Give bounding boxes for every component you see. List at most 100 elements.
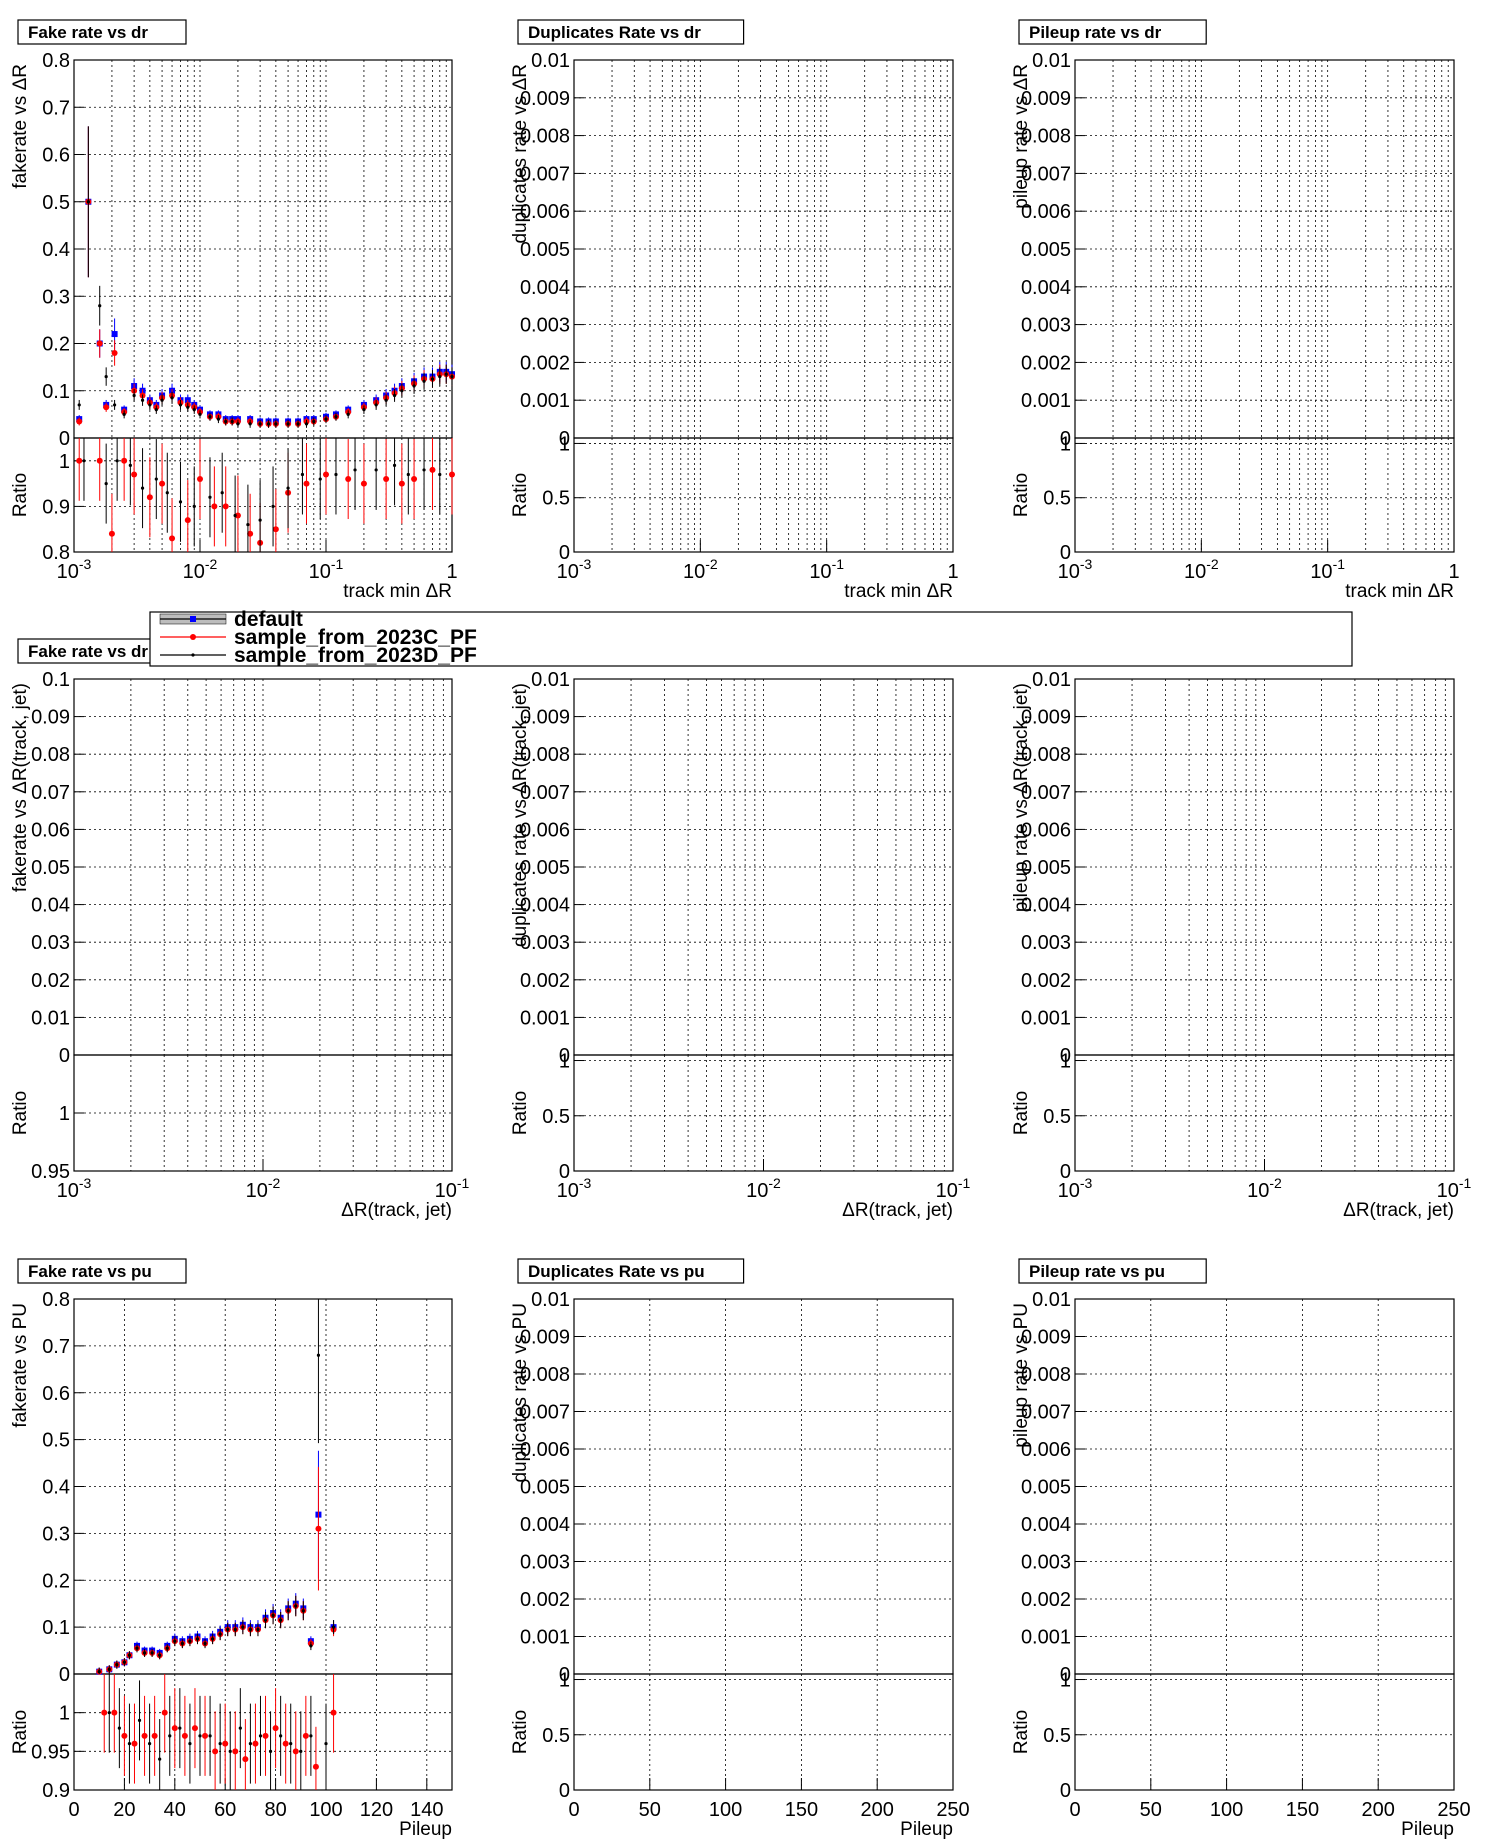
data-point-2023D <box>150 1651 154 1655</box>
x-tick-label: 150 <box>1286 1799 1319 1821</box>
data-point-2023D <box>266 422 271 426</box>
y-tick-label: 0.003 <box>1021 1552 1071 1574</box>
y-tick-label: 0.008 <box>1021 126 1071 148</box>
y-tick-label: 0.009 <box>520 707 570 729</box>
ratio-point <box>154 477 158 481</box>
y-tick-label: 0.1 <box>42 1617 70 1639</box>
y-tick-label: 0.005 <box>520 1477 570 1499</box>
data-point-2023D <box>392 393 397 398</box>
x-tick-label: 100 <box>709 1799 742 1821</box>
data-point-2023D <box>122 1660 126 1664</box>
ratio-point <box>104 482 108 486</box>
data-point-2023D <box>148 403 152 407</box>
x-axis-title: track min ΔR <box>343 581 452 602</box>
ratio-point <box>169 535 176 542</box>
data-point-2023D <box>218 1632 222 1636</box>
y-tick-label: 0.004 <box>1021 1514 1071 1536</box>
x-tick-label: 10-2 <box>246 1175 281 1202</box>
y-tick-label: 0.04 <box>31 895 70 917</box>
y-tick-label: 0.007 <box>520 163 570 185</box>
ratio-point <box>289 1742 293 1746</box>
ratio-axis-title: Ratio <box>10 1710 31 1754</box>
y-tick-label: 0.009 <box>1021 707 1071 729</box>
y-tick-label: 0.007 <box>520 1402 570 1424</box>
y-axis-title: pileup rate vs PU <box>1011 1303 1032 1448</box>
ratio-point <box>360 480 367 487</box>
ratio-point <box>252 1740 259 1747</box>
y-tick-label: 0.008 <box>1021 1364 1071 1386</box>
data-point-2023D <box>132 393 136 398</box>
ratio-y-tick-label: 0.95 <box>31 1161 70 1183</box>
y-tick-label: 0.4 <box>42 1477 70 1499</box>
data-point-2023D <box>165 1646 169 1650</box>
y-tick-label: 0.001 <box>520 1007 570 1029</box>
ratio-point <box>279 1734 283 1738</box>
ratio-y-tick-label: 0 <box>559 1161 570 1183</box>
ratio-y-tick-label: 0.8 <box>42 542 70 564</box>
x-tick-label: 0 <box>68 1799 79 1821</box>
ratio-axis-title: Ratio <box>510 1710 531 1754</box>
panel-title-box <box>1018 1258 1207 1284</box>
ratio-point <box>165 491 169 495</box>
x-axis-title: Pileup <box>1401 1819 1454 1840</box>
ratio-axis-title: Ratio <box>10 1091 31 1135</box>
y-tick-label: 0.01 <box>1032 669 1071 691</box>
ratio-y-tick-label: 1 <box>1060 433 1071 455</box>
data-point-2023D <box>256 1627 260 1632</box>
y-tick-label: 0.004 <box>520 1514 570 1536</box>
ratio-point <box>222 503 229 510</box>
ratio-y-tick-label: 0.5 <box>542 488 570 510</box>
y-tick-label: 0.05 <box>31 857 70 879</box>
data-point-2023D <box>173 1639 177 1643</box>
y-tick-label: 0.02 <box>31 970 70 992</box>
data-point-2023D <box>216 417 221 421</box>
y-axis-title: fakerate vs ΔR <box>10 64 31 189</box>
x-tick-label: 10-2 <box>1247 1175 1282 1202</box>
y-tick-label: 0.004 <box>520 895 570 917</box>
ratio-point <box>318 477 322 481</box>
x-tick-label: 0 <box>568 1799 579 1821</box>
ratio-point <box>309 1734 313 1738</box>
y-tick-label: 0.007 <box>1021 1402 1071 1424</box>
ratio-y-tick-label: 0.9 <box>42 1780 70 1802</box>
y-tick-label: 0.003 <box>1021 315 1071 337</box>
ratio-point <box>302 1732 309 1739</box>
y-tick-label: 0.006 <box>520 201 570 223</box>
ratio-axis-title: Ratio <box>1011 473 1032 517</box>
x-tick-label: 50 <box>639 1799 661 1821</box>
data-point-2023D <box>324 417 328 421</box>
x-tick-label: 10-3 <box>1058 1175 1093 1202</box>
y-tick-label: 0.004 <box>1021 895 1071 917</box>
data-point-2023D <box>450 374 454 379</box>
ratio-y-tick-label: 0.5 <box>1043 488 1071 510</box>
ratio-point <box>178 500 183 504</box>
data-point-2023D <box>180 1641 184 1646</box>
y-tick-label: 0.4 <box>42 239 70 261</box>
x-tick-label: 1 <box>1448 561 1459 583</box>
data-point-2023D <box>422 379 426 383</box>
x-tick-label: 140 <box>410 1799 443 1821</box>
x-tick-label: 20 <box>113 1799 135 1821</box>
data-point-2023D <box>178 403 183 407</box>
x-axis-title: track min ΔR <box>1345 581 1454 602</box>
legend-marker-blue <box>190 616 196 622</box>
ratio-point <box>234 512 241 519</box>
x-tick-label: 10-1 <box>309 556 344 583</box>
x-tick-label: 250 <box>1437 1799 1470 1821</box>
data-point-2023D <box>412 384 416 388</box>
ratio-point <box>282 1740 289 1747</box>
y-tick-label: 0.006 <box>1021 1439 1071 1461</box>
y-tick-label: 0 <box>1060 1664 1071 1686</box>
ratio-point <box>140 486 145 490</box>
y-tick-label: 0.07 <box>31 782 70 804</box>
ratio-point <box>131 1740 138 1747</box>
y-tick-label: 0 <box>1060 428 1071 450</box>
ratio-point <box>233 513 237 518</box>
ratio-point <box>178 1726 182 1730</box>
panel-title-box <box>1018 19 1207 45</box>
ratio-point <box>312 1763 319 1770</box>
data-point-2023D <box>107 1667 111 1671</box>
x-tick-label: 150 <box>785 1799 818 1821</box>
y-tick-label: 0.003 <box>520 1552 570 1574</box>
ratio-y-tick-label: 1 <box>59 1703 70 1725</box>
